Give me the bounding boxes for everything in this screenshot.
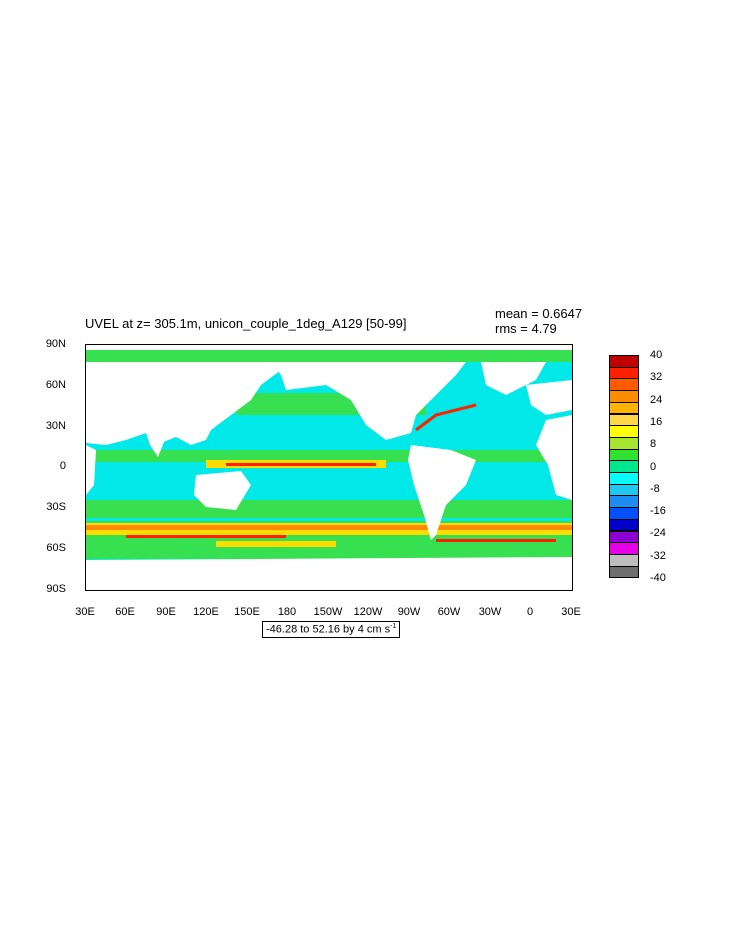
lon-label-120w: 120W: [353, 606, 383, 618]
colorbar-label: -16: [650, 505, 666, 518]
land-africa-east: [86, 445, 96, 495]
lat-label-60s: 60S: [46, 542, 66, 554]
lat-label-0: 0: [59, 460, 66, 472]
lon-label-30w: 30W: [478, 606, 502, 618]
land-europe: [526, 380, 572, 415]
unit-exponent: -1: [390, 623, 397, 630]
contour-range-box: -46.28 to 52.16 by 4 cm s-1: [262, 621, 401, 638]
acc-red-core-2: [436, 539, 556, 542]
land-australia: [194, 471, 251, 510]
band-arctic: [86, 350, 572, 362]
lon-label-150w: 150W: [313, 606, 343, 618]
land-antarctica: [86, 557, 572, 590]
colorbar-label: 16: [650, 415, 663, 428]
equatorial-undercurrent-red: [226, 463, 376, 466]
colorbar-label: -24: [650, 527, 666, 540]
land-africa-west: [536, 415, 572, 500]
land-arctic: [86, 345, 572, 350]
acc-red-core: [126, 535, 286, 538]
colorbar-label: -40: [650, 572, 666, 584]
lon-label-60e: 60E: [115, 606, 135, 618]
lat-label-90n: 90N: [45, 338, 66, 350]
lat-label-60n: 60N: [45, 379, 66, 391]
lat-label-90s: 90S: [46, 583, 66, 595]
lon-label-30e: 30E: [75, 606, 95, 618]
lon-label-30e-right: 30E: [561, 606, 581, 618]
colorbar-label: 24: [650, 393, 663, 406]
colorbar-label: -8: [650, 482, 660, 495]
colorbar-swatch: [609, 565, 639, 579]
plot-stats: mean = 0.6647 rms = 4.79: [495, 306, 582, 336]
land-eurasia: [86, 362, 281, 445]
land: [86, 345, 572, 590]
lon-label-150e: 150E: [234, 606, 260, 618]
ocean-velocity-map: [86, 345, 572, 590]
colorbar-label: 40: [650, 349, 663, 361]
lon-label-180: 180: [277, 606, 297, 618]
mean-value: mean = 0.6647: [495, 306, 583, 321]
lat-label-30n: 30N: [45, 420, 66, 432]
land-greenland: [481, 362, 546, 395]
land-north-america: [271, 362, 466, 440]
lat-label-30s: 30S: [46, 501, 66, 513]
rms-value: rms = 4.79: [495, 321, 557, 336]
plot-title: UVEL at z= 305.1m, unicon_couple_1deg_A1…: [85, 316, 407, 331]
gulf-stream: [415, 403, 477, 432]
lon-label-120e: 120E: [193, 606, 219, 618]
lon-label-90e: 90E: [156, 606, 176, 618]
acc-orange-core: [86, 525, 572, 530]
land-south-america: [408, 445, 476, 540]
band-south-mid: [86, 500, 572, 518]
colorbar-label: -32: [650, 549, 666, 562]
lon-label-0: 0: [526, 606, 534, 618]
lon-label-90w: 90W: [397, 606, 421, 618]
contour-range-text: -46.28 to 52.16 by 4 cm s: [266, 623, 391, 636]
colorbar-label: 0: [650, 460, 657, 473]
lon-label-60w: 60W: [437, 606, 461, 618]
map-frame: [85, 344, 573, 591]
acc-yellow-south: [216, 541, 336, 547]
land-india: [146, 433, 166, 457]
colorbar-label: 32: [650, 371, 663, 384]
colorbar-label: 8: [650, 438, 657, 451]
